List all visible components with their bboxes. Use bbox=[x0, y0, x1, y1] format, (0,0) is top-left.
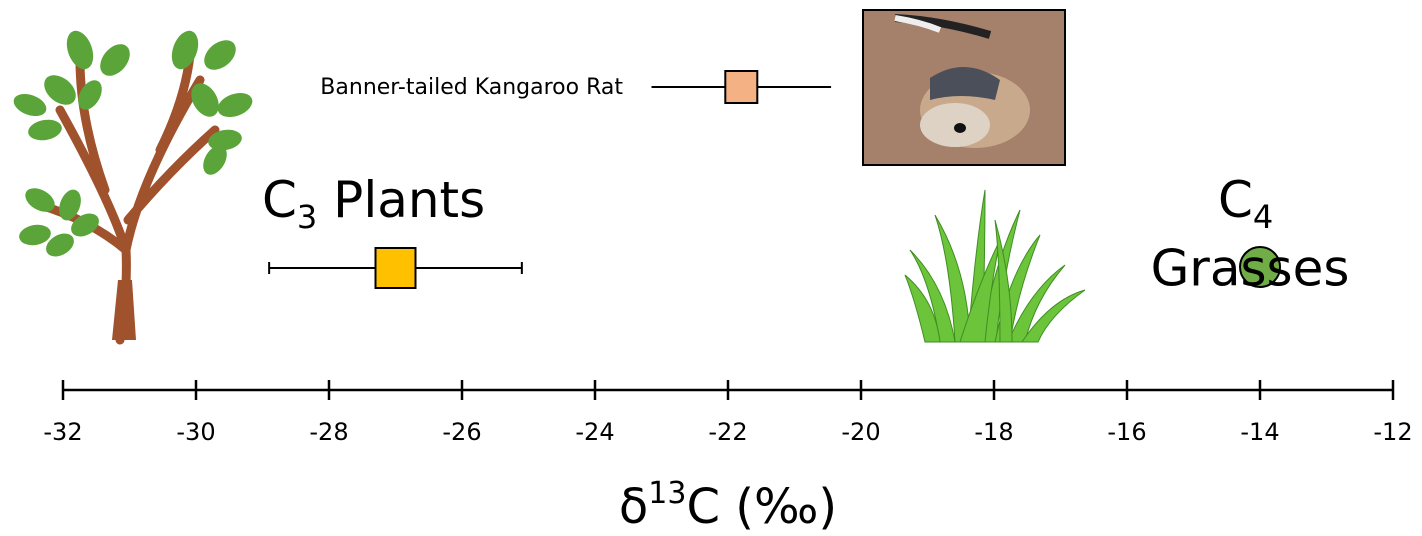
point-label: Banner-tailed Kangaroo Rat bbox=[320, 75, 623, 100]
page: -32-30-28-26-24-22-20-18-16-14-12 C3 Pla… bbox=[0, 0, 1422, 536]
x-tick-label: -26 bbox=[442, 418, 481, 446]
point-label: C4 bbox=[1218, 171, 1273, 237]
chart: -32-30-28-26-24-22-20-18-16-14-12 C3 Pla… bbox=[0, 0, 1422, 536]
kangaroo-rat-photo bbox=[863, 10, 1065, 165]
label-part: δ bbox=[619, 479, 648, 535]
x-tick-label: -14 bbox=[1240, 418, 1279, 446]
label-superscript: 13 bbox=[648, 476, 686, 511]
grass-illustration bbox=[905, 190, 1085, 342]
point-marker bbox=[376, 248, 416, 288]
tree-illustration bbox=[11, 27, 256, 340]
x-tick-label: -30 bbox=[176, 418, 215, 446]
x-tick-label: -28 bbox=[309, 418, 348, 446]
x-tick-label: -12 bbox=[1373, 418, 1412, 446]
x-tick-label: -18 bbox=[974, 418, 1013, 446]
x-tick-label: -22 bbox=[708, 418, 747, 446]
point-label: Grasses bbox=[1151, 240, 1350, 298]
label-subscript: 3 bbox=[297, 198, 317, 236]
point-marker bbox=[725, 71, 757, 103]
x-axis-label: δ13C (‰) bbox=[619, 476, 837, 536]
label-subscript: 4 bbox=[1253, 198, 1273, 236]
label-part: C (‰) bbox=[686, 479, 837, 535]
label-part: C bbox=[262, 171, 297, 229]
x-tick-label: -32 bbox=[43, 418, 82, 446]
x-tick-label: -20 bbox=[841, 418, 880, 446]
label-part: Plants bbox=[317, 171, 485, 229]
x-tick-label: -24 bbox=[575, 418, 614, 446]
x-tick-label: -16 bbox=[1107, 418, 1146, 446]
label-part: C bbox=[1218, 171, 1253, 229]
point-label: C3 Plants bbox=[262, 171, 485, 237]
